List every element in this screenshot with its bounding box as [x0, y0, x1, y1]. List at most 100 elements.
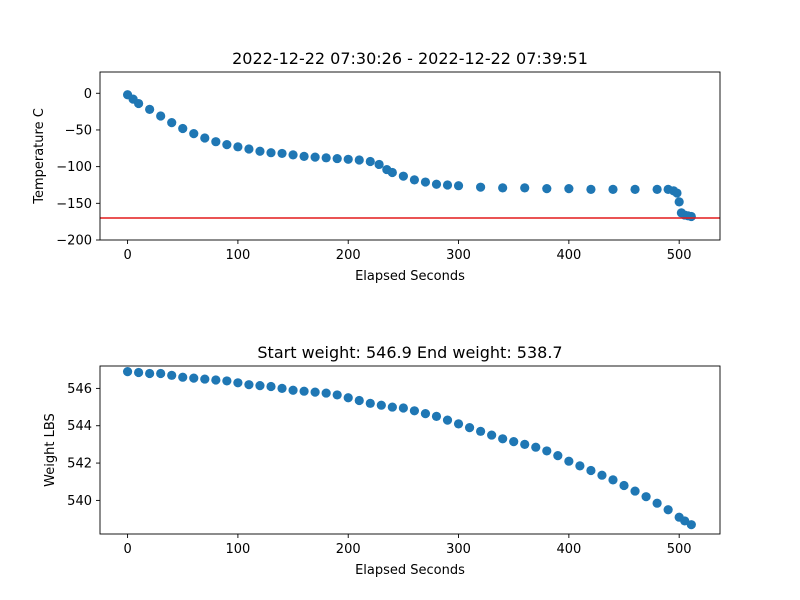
- weight-chart: Start weight: 546.9 End weight: 538.7 El…: [43, 343, 721, 578]
- temperature-data-point: [343, 154, 353, 164]
- temperature-data-point: [453, 181, 464, 191]
- temperature-data-point: [374, 159, 384, 170]
- weight-data-point: [233, 378, 243, 388]
- temperature-data-point: [288, 150, 298, 160]
- weight-data-point: [332, 390, 342, 400]
- weight-x-tick-label: 500: [667, 542, 692, 557]
- weight-x-tick-label: 0: [123, 542, 131, 557]
- temperature-data-point: [420, 177, 431, 187]
- weight-data-point: [200, 374, 210, 384]
- weight-data-point: [134, 367, 144, 378]
- temperature-data-point: [145, 104, 155, 115]
- weight-data-point: [630, 486, 640, 496]
- weight-data-point: [365, 398, 375, 408]
- weight-data-point: [487, 430, 497, 440]
- weight-data-point: [387, 402, 397, 412]
- temperature-data-point: [200, 133, 210, 143]
- weight-y-tick-label: 542: [67, 457, 92, 472]
- weight-x-tick-label: 200: [336, 542, 361, 557]
- weight-data-point: [431, 411, 442, 421]
- temperature-data-point: [365, 156, 375, 167]
- temperature-chart: 2022-12-22 07:30:26 - 2022-12-22 07:39:5…: [32, 49, 721, 284]
- weight-data-point: [509, 437, 519, 447]
- temperature-y-tick-label: −100: [56, 160, 92, 175]
- weight-data-point: [553, 451, 563, 461]
- weight-data-point: [520, 439, 530, 449]
- temperature-data-point: [178, 123, 188, 134]
- weight-data-point: [354, 395, 364, 406]
- temperature-data-point: [542, 184, 552, 194]
- weight-data-point: [222, 376, 232, 386]
- weight-data-point: [641, 492, 651, 502]
- temperature-y-tick-label: 0: [84, 87, 92, 102]
- weight-data-point: [376, 400, 386, 410]
- weight-data-point: [321, 388, 331, 398]
- weight-data-point: [288, 385, 298, 395]
- temperature-data-point: [211, 137, 221, 147]
- weight-data-point: [122, 367, 133, 377]
- temperature-data-point: [630, 184, 640, 194]
- weight-data-point: [453, 419, 464, 429]
- weight-data-point: [398, 403, 408, 413]
- weight-data-point: [564, 456, 574, 466]
- temperature-data-point: [498, 183, 508, 193]
- weight-data-point: [608, 475, 618, 485]
- weight-data-point: [277, 383, 287, 393]
- temperature-x-tick-label: 200: [336, 248, 361, 263]
- temperature-data-point: [134, 98, 144, 109]
- weight-data-point: [178, 372, 188, 382]
- weight-data-point: [420, 409, 431, 419]
- weight-data-point: [686, 520, 696, 530]
- temperature-data-point: [398, 171, 408, 181]
- weight-data-point: [343, 393, 353, 403]
- temperature-data-point: [277, 148, 287, 159]
- weight-x-tick-label: 100: [225, 542, 250, 557]
- temperature-y-tick-label: −50: [65, 123, 92, 138]
- weight-y-axis-label: Weight LBS: [43, 413, 58, 487]
- weight-data-point: [409, 406, 420, 416]
- temperature-plot-frame: [99, 71, 721, 241]
- weight-data-point: [652, 498, 662, 508]
- weight-data-point: [464, 423, 475, 433]
- weight-plot-frame: [99, 365, 721, 535]
- temperature-data-point: [310, 152, 320, 162]
- weight-data-point: [156, 368, 166, 379]
- temperature-data-point: [387, 167, 397, 178]
- weight-x-tick-label: 300: [446, 542, 471, 557]
- temperature-data-point: [332, 153, 342, 164]
- temperature-points: [122, 90, 696, 222]
- weight-data-point: [531, 442, 541, 452]
- weight-chart-title: Start weight: 546.9 End weight: 538.7: [257, 343, 562, 362]
- weight-points: [122, 367, 696, 530]
- temperature-x-tick-label: 500: [667, 248, 692, 263]
- weight-data-point: [244, 380, 254, 390]
- temperature-data-point: [586, 184, 596, 194]
- temperature-data-point: [672, 188, 682, 198]
- weight-data-point: [575, 461, 585, 471]
- temperature-data-point: [189, 129, 199, 139]
- weight-data-point: [597, 470, 607, 480]
- weight-data-point: [310, 387, 320, 397]
- weight-data-point: [663, 505, 673, 515]
- temperature-data-point: [520, 183, 530, 193]
- weight-data-point: [498, 434, 508, 444]
- weight-y-tick-label: 540: [67, 494, 92, 509]
- temperature-x-tick-label: 100: [225, 248, 250, 263]
- weight-data-point: [476, 426, 486, 436]
- weight-data-point: [442, 415, 453, 425]
- weight-data-point: [211, 375, 221, 385]
- temperature-x-tick-label: 300: [446, 248, 471, 263]
- temperature-x-tick-label: 400: [556, 248, 581, 263]
- temperature-chart-title: 2022-12-22 07:30:26 - 2022-12-22 07:39:5…: [232, 49, 588, 68]
- temperature-data-point: [321, 153, 331, 163]
- weight-y-tick-label: 546: [67, 382, 92, 397]
- temperature-data-point: [222, 140, 232, 150]
- temperature-x-tick-label: 0: [123, 248, 131, 263]
- temperature-data-point: [652, 184, 662, 194]
- temperature-data-point: [233, 142, 243, 152]
- temperature-data-point: [255, 146, 265, 156]
- temperature-data-point: [167, 118, 177, 128]
- temperature-data-point: [244, 144, 254, 154]
- temperature-y-tick-label: −200: [56, 234, 92, 249]
